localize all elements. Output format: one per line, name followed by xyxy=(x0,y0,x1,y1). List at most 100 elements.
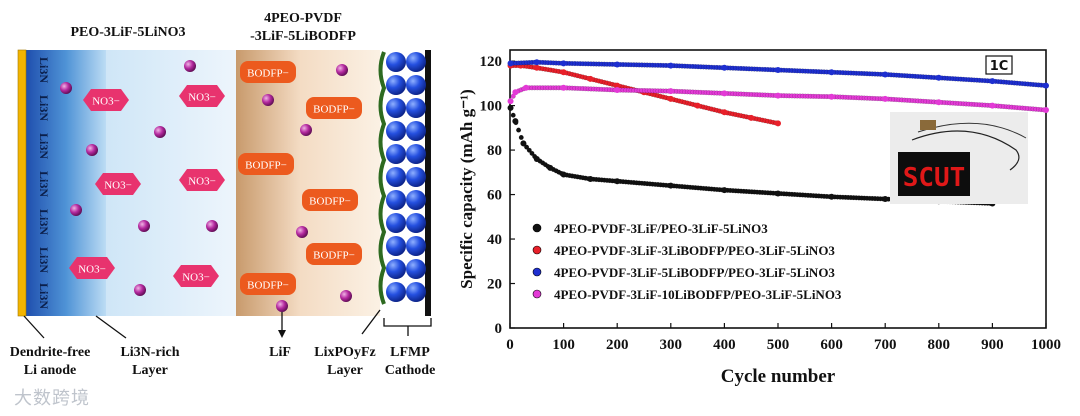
li3n-label: Li3N xyxy=(37,133,51,159)
cycling-chart: 0 100 200 300 400 500 600 700 800 900 1000 0 20 40 60 8… xyxy=(457,49,1061,387)
y-tick-label: 120 xyxy=(480,54,503,70)
legend-entry: 4PEO-PVDF-3LiF/PEO-3LiF-5LiNO3 xyxy=(554,221,768,236)
no3-badge: NO3− xyxy=(92,96,120,108)
data-point xyxy=(775,67,781,74)
lfmp-particle xyxy=(406,52,426,72)
bodfp-badge: BODFP− xyxy=(309,196,351,208)
data-point xyxy=(614,87,621,94)
data-point xyxy=(560,171,567,178)
lfmp-particle xyxy=(386,167,406,187)
lipof-label-line1: LixPOyFz xyxy=(314,345,375,360)
x-tick-label: 800 xyxy=(928,337,951,353)
li-ion xyxy=(134,284,146,296)
lfmp-particle xyxy=(386,190,406,210)
battery-schematic: PEO-3LiF-5LiNO3 4PEO-PVDF -3LiF-5LiBODFP… xyxy=(10,11,436,378)
y-tick-label: 40 xyxy=(487,232,502,248)
data-point xyxy=(721,187,728,194)
pvdf-electrolyte-layer xyxy=(236,50,380,316)
data-point xyxy=(882,95,889,102)
data-point xyxy=(587,175,594,182)
li-ion xyxy=(336,64,348,76)
trail-marker xyxy=(510,112,516,118)
legend: 4PEO-PVDF-3LiF/PEO-3LiF-5LiNO3 4PEO-PVDF-… xyxy=(532,221,842,302)
watermark: 大数跨境 xyxy=(14,388,90,409)
li3n-layer-label-line1: Li3N-rich xyxy=(120,345,179,360)
data-point xyxy=(520,140,527,147)
data-point xyxy=(614,178,621,185)
data-point xyxy=(533,64,540,71)
data-point xyxy=(667,182,674,189)
li3n-label: Li3N xyxy=(37,209,51,235)
middle-panel-title-line2: -3LiF-5LiBODFP xyxy=(250,29,356,44)
y-tick-label: 0 xyxy=(495,321,503,337)
no3-badge-shape xyxy=(83,89,129,111)
c-rate-badge: 1C xyxy=(990,59,1009,74)
data-point xyxy=(560,84,567,91)
anode-label-line1: Dendrite-free xyxy=(10,345,91,360)
bodfp-badge-shape xyxy=(306,97,362,119)
lfmp-particle xyxy=(406,236,426,256)
data-point xyxy=(533,59,540,66)
data-point xyxy=(828,193,835,200)
lfmp-particle xyxy=(406,259,426,279)
data-point xyxy=(507,60,514,67)
x-tick-label: 1000 xyxy=(1031,337,1061,353)
li3n-label: Li3N xyxy=(37,57,51,83)
data-point xyxy=(1043,107,1049,114)
legend-entry: 4PEO-PVDF-3LiF-5LiBODFP/PEO-3LiF-5LiNO3 xyxy=(554,265,835,280)
bodfp-badge: BODFP− xyxy=(245,160,287,172)
data-point xyxy=(512,118,519,125)
bodfp-badges: BODFP− BODFP− BODFP− BODFP− BODFP− BODFP− xyxy=(238,61,362,295)
lipof-pointer xyxy=(361,309,381,335)
middle-panel-title-line1: 4PEO-PVDF xyxy=(264,11,342,26)
bodfp-badge: BODFP− xyxy=(313,104,355,116)
data-point xyxy=(721,109,728,116)
li-ion xyxy=(296,226,308,238)
li-anode xyxy=(17,49,27,317)
trail-marker xyxy=(529,150,535,156)
li3n-layer-pointer xyxy=(95,315,127,339)
lfmp-particle xyxy=(386,213,406,233)
legend-marker xyxy=(532,289,542,299)
li-ion xyxy=(60,82,72,94)
bodfp-badge: BODFP− xyxy=(247,280,289,292)
bodfp-badge: BODFP− xyxy=(247,68,289,80)
series-3 xyxy=(507,59,1049,89)
x-tick-label: 400 xyxy=(713,337,736,353)
no3-badge-shape xyxy=(179,85,225,107)
data-point xyxy=(1043,82,1049,89)
data-point xyxy=(533,155,540,162)
li-ion xyxy=(276,300,288,312)
x-tick-label: 0 xyxy=(506,337,514,353)
data-point xyxy=(507,98,514,105)
bodfp-badge: BODFP− xyxy=(313,250,355,262)
lfmp-particle xyxy=(386,75,406,95)
li-ions xyxy=(60,60,352,312)
lfmp-particle xyxy=(386,259,406,279)
li3n-layer-label-line2: Layer xyxy=(132,363,168,378)
li-ion xyxy=(340,290,352,302)
led-display-text: SCUT xyxy=(903,163,966,193)
data-point xyxy=(935,74,942,81)
data-point xyxy=(828,93,835,100)
trail-marker xyxy=(526,147,532,153)
data-point xyxy=(775,120,781,127)
data-point xyxy=(614,82,621,89)
lfmp-particle xyxy=(386,98,406,118)
trail-marker xyxy=(516,127,522,133)
data-point xyxy=(882,71,889,78)
trail-marker xyxy=(524,144,530,150)
lfmp-particle xyxy=(386,282,406,302)
legend-marker xyxy=(532,223,542,233)
cathode-current-collector xyxy=(425,50,431,316)
data-point xyxy=(989,102,996,109)
lfmp-particle xyxy=(386,144,406,164)
data-point xyxy=(614,61,621,68)
data-point xyxy=(721,64,728,71)
cathode-particles xyxy=(386,52,426,302)
li-ion xyxy=(70,204,82,216)
y-axis-label: Specific capacity (mAh g⁻¹) xyxy=(457,89,476,289)
data-point xyxy=(935,99,942,106)
legend-entry: 4PEO-PVDF-3LiF-3LiBODFP/PEO-3LiF-5LiNO3 xyxy=(554,243,835,258)
series-4 xyxy=(507,84,1049,114)
